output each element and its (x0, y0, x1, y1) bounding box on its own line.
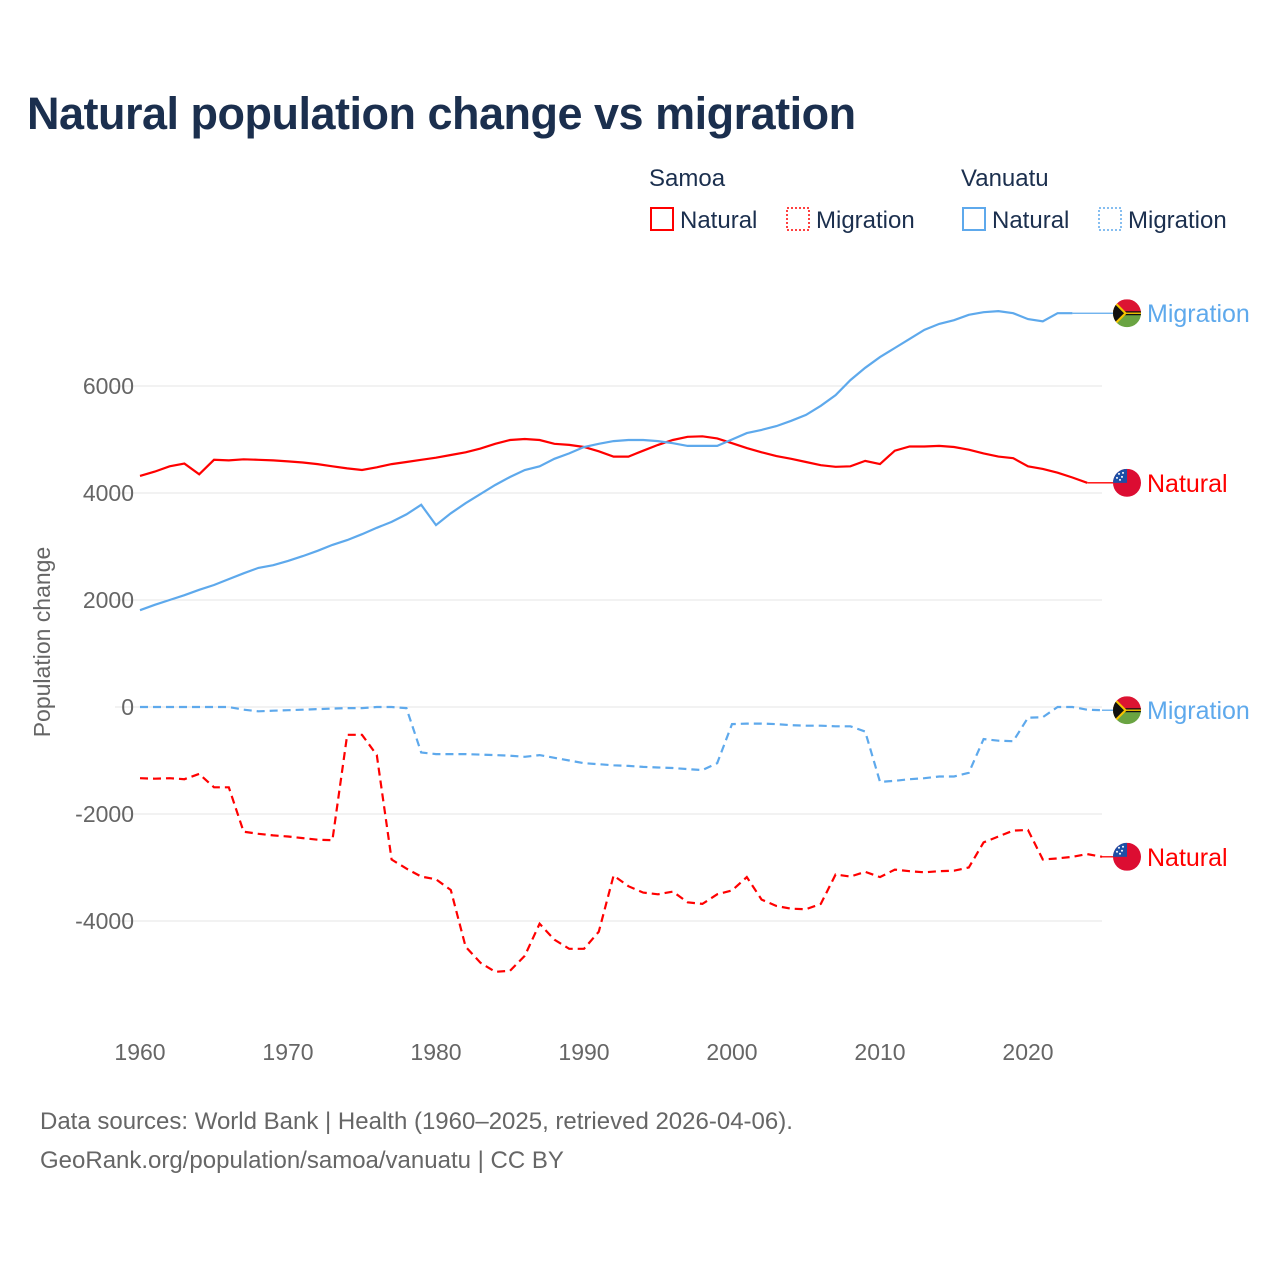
license-note: GeoRank.org/population/samoa/vanuatu | C… (40, 1147, 564, 1174)
x-tick-label: 1960 (114, 1039, 165, 1065)
source-note: Data sources: World Bank | Health (1960–… (40, 1108, 793, 1135)
legend-swatch[interactable] (650, 207, 674, 231)
chart: -4000 -2000 0 2000 4000 6000 1960 1970 1980 1990 2… (29, 165, 1250, 1065)
x-tick-label: 1980 (410, 1039, 461, 1065)
x-tick-label: 2010 (854, 1039, 905, 1065)
legend-group-samoa: Samoa (649, 165, 726, 192)
y-tick-label: -4000 (75, 908, 134, 934)
y-tick-label: 2000 (83, 587, 134, 613)
vanuatu-flag-icon (1113, 299, 1141, 328)
end-label-vanuatu-natural: Migration (1147, 300, 1250, 328)
samoa-flag-icon (1113, 468, 1141, 497)
x-tick-label: 1970 (262, 1039, 313, 1065)
series-line-samoa-migration (139, 733, 1103, 973)
series-line-vanuatu-migration (140, 705, 1103, 784)
legend-item-vanuatu-migration[interactable]: Migration (1128, 207, 1227, 234)
end-label-vanuatu-migration: Migration (1147, 697, 1250, 725)
legend-item-samoa-migration[interactable]: Migration (816, 207, 915, 234)
end-label-samoa-natural: Natural (1147, 470, 1228, 498)
legend-item-samoa-natural[interactable]: Natural (680, 207, 757, 234)
y-tick-label: 4000 (83, 480, 134, 506)
series-line-samoa-natural (139, 435, 1088, 484)
samoa-flag-icon (1113, 842, 1141, 871)
y-axis-label: Population change (29, 547, 55, 738)
legend-swatch[interactable] (1098, 207, 1122, 231)
legend-item-vanuatu-natural[interactable]: Natural (992, 207, 1069, 234)
y-tick-label: -2000 (75, 801, 134, 827)
x-tick-label: 1990 (558, 1039, 609, 1065)
chart-title: Natural population change vs migration (27, 88, 856, 139)
legend-swatch[interactable] (786, 207, 810, 231)
legend-swatch[interactable] (962, 207, 986, 231)
vanuatu-flag-icon (1113, 696, 1141, 725)
x-tick-label: 2000 (706, 1039, 757, 1065)
y-tick-label: 0 (121, 694, 134, 720)
series-line-vanuatu-natural (139, 309, 1073, 612)
y-tick-label: 6000 (83, 373, 134, 399)
x-tick-label: 2020 (1002, 1039, 1053, 1065)
end-label-samoa-migration: Natural (1147, 844, 1228, 872)
legend-group-vanuatu: Vanuatu (961, 165, 1049, 192)
